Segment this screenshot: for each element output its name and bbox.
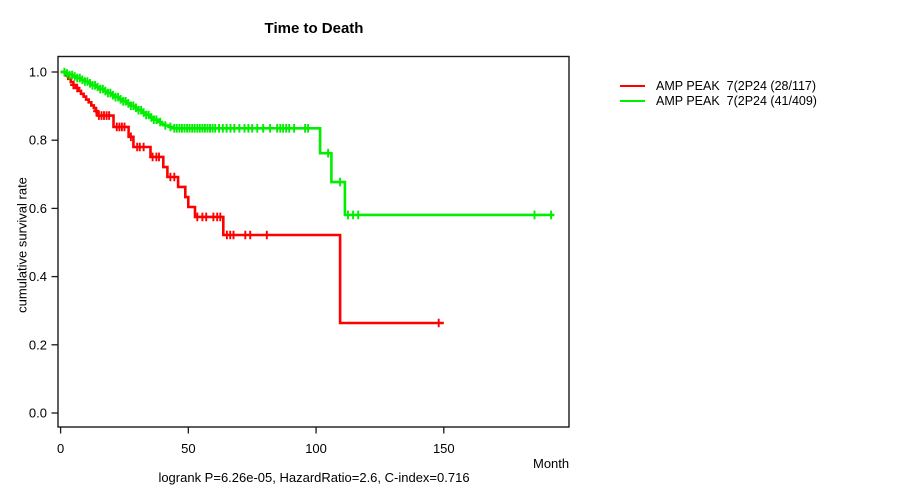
x-axis-label: Month bbox=[533, 456, 570, 471]
legend-line-green bbox=[620, 99, 645, 102]
x-tick-label: 50 bbox=[181, 441, 195, 456]
legend-item: AMP PEAK 7(2P24 (28/117) bbox=[620, 78, 817, 93]
y-tick-label: 0.4 bbox=[29, 269, 47, 284]
legend-line-red bbox=[620, 84, 645, 87]
y-tick-label: 0.0 bbox=[29, 406, 47, 421]
y-tick-label: 0.2 bbox=[29, 337, 47, 352]
y-tick-label: 1.0 bbox=[29, 65, 47, 80]
y-tick-label: 0.8 bbox=[29, 133, 47, 148]
x-tick-label: 100 bbox=[305, 441, 327, 456]
plot-box bbox=[57, 55, 570, 428]
x-tick-label: 0 bbox=[57, 441, 64, 456]
legend-label: AMP PEAK 7(2P24 (28/117) bbox=[656, 78, 817, 93]
survival-curve-red bbox=[60, 70, 444, 325]
legend-item: AMP PEAK 7(2P24 (41/409) bbox=[620, 93, 817, 108]
legend-label: AMP PEAK 7(2P24 (41/409) bbox=[656, 93, 817, 108]
x-tick-label: 150 bbox=[433, 441, 455, 456]
chart-title: Time to Death bbox=[264, 20, 364, 37]
censor-marks-red bbox=[70, 80, 442, 328]
censor-marks-green bbox=[61, 67, 555, 220]
y-tick-label: 0.6 bbox=[29, 201, 47, 216]
statistics-footnote: logrank P=6.26e-05, HazardRatio=2.6, C-i… bbox=[158, 470, 470, 485]
legend: AMP PEAK 7(2P24 (28/117) AMP PEAK 7(2P24… bbox=[620, 78, 817, 108]
